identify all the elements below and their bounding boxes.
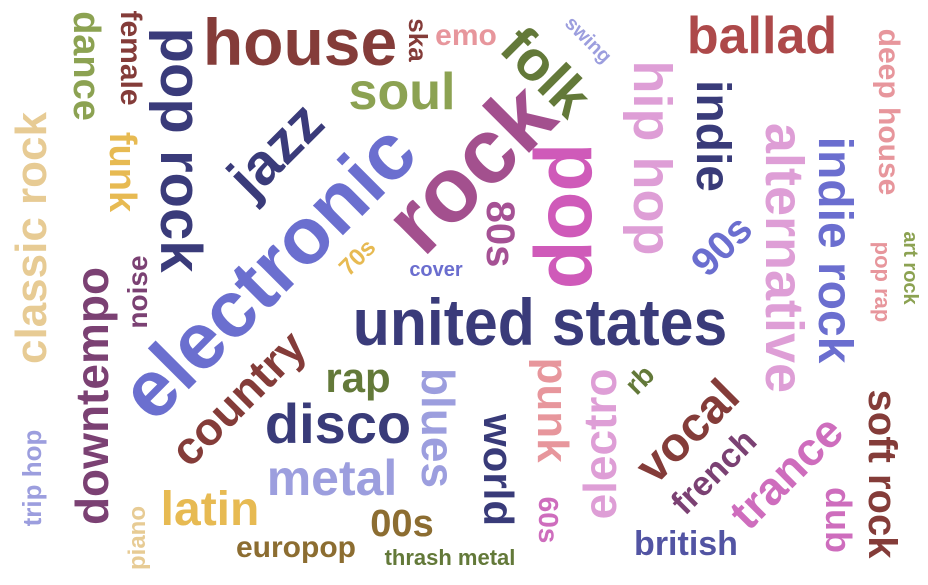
word-cover: cover [409,259,463,281]
word-90s: 90s [682,206,762,286]
word-disco: disco [264,392,412,455]
word-classic-rock: classic rock [7,112,56,364]
word-soul: soul [348,63,456,121]
word-dub: dub [818,487,859,553]
word-metal: metal [266,450,398,506]
word-pop-rap: pop rap [870,241,895,323]
word-indie: indie [686,79,739,193]
word-ballad: ballad [686,7,838,65]
word-downtempo: downtempo [66,266,118,526]
word-british: british [634,525,738,563]
word-noise: noise [122,255,153,329]
word-pop-rock: pop rock [148,27,213,273]
word-ska: ska [403,18,433,62]
word-pop: pop [532,142,621,290]
word-thrash-metal: thrash metal [384,545,516,570]
word-united-states: united states [352,285,728,359]
word-indie-rock: indie rock [808,136,861,364]
word-europop: europop [236,531,356,564]
word-00s: 00s [370,503,434,545]
word-latin: latin [160,483,260,536]
word-funk: funk [101,131,143,213]
word-emo: emo [435,19,497,52]
word-electro: electro [574,368,626,520]
word-60s: 60s [533,496,564,544]
word-trip-hop: trip hop [17,429,47,527]
word-punk: punk [528,357,577,463]
word-rap: rap [325,354,391,401]
word-hip-hop: hip hop [622,60,682,256]
word-world: world [475,414,522,526]
word-piano: piano [124,506,151,570]
word-blues: blues [412,367,464,489]
word-soft-rock: soft rock [860,389,904,559]
word-house: house [202,5,398,79]
word-rb: rb [618,358,661,401]
word-art-rock: art rock [899,231,921,305]
word-deep-house: deep house [872,28,905,196]
word-alternative: alternative [754,122,814,394]
word-female: female [114,10,147,106]
word-dance: dance [65,11,107,121]
word-80s: 80s [478,200,522,268]
